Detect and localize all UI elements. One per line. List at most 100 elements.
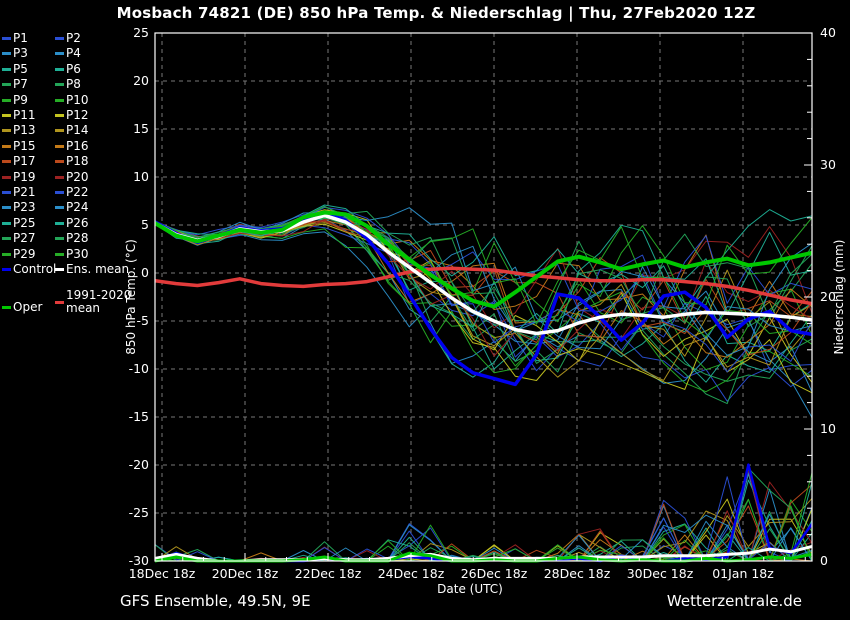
legend-label: P16 [66,138,89,153]
legend-line-swatch [55,83,64,87]
legend-label: P23 [13,200,36,215]
legend-label: P10 [66,92,89,107]
member-temp-line [155,219,812,357]
legend-label: P2 [66,31,81,45]
legend: P1 P2 P3 P4 P5 P6 P7 P8 P9 P10 P11 P12 P13 P14 P15 P16 P… [2,28,154,328]
y-left-tick-label: 25 [133,25,149,40]
legend-item-p19: P19 [2,169,36,184]
legend-label: P7 [13,77,28,92]
legend-line-swatch [2,306,11,309]
legend-item-1991-2020-mean: 1991-2020 mean [55,289,131,315]
y-left-tick-label: -5 [137,313,149,328]
legend-line-swatch [2,67,11,71]
legend-item-p16: P16 [55,138,89,153]
legend-label: P3 [13,46,28,61]
legend-line-swatch [2,237,11,241]
y-left-tick-label: 0 [141,265,149,280]
legend-item-oper: Oper [2,301,42,314]
legend-line-swatch [2,144,11,148]
legend-item-p13: P13 [2,124,36,137]
y-left-tick-label: 20 [133,73,149,88]
x-axis-title: Date (UTC) [437,582,503,596]
legend-label: P5 [13,61,28,76]
legend-item-p21: P21 [2,186,36,199]
legend-item-p8: P8 [55,78,81,91]
legend-label: P8 [66,77,81,92]
legend-line-swatch [2,252,11,256]
y-right-tick-label: 0 [820,553,828,568]
legend-line-swatch [55,300,64,304]
legend-label: P4 [66,46,81,61]
x-tick-label: 20Dec 18z [212,566,279,581]
legend-line-swatch [2,37,11,40]
legend-item-ens-mean: Ens. mean [55,263,129,276]
legend-item-p22: P22 [55,186,89,199]
y-right-tick-label: 10 [820,421,836,436]
legend-item-p4: P4 [55,47,81,60]
legend-line-swatch [55,191,64,194]
legend-item-p30: P30 [55,247,89,261]
oper-temp-line [155,210,812,309]
member-temp-line [155,206,812,373]
legend-item-p23: P23 [2,201,36,214]
legend-line-swatch [55,160,64,164]
legend-label: P11 [13,108,36,122]
legend-label: P27 [13,231,36,246]
model-caption: GFS Ensemble, 49.5N, 9E [120,592,311,610]
member-temp-line [155,217,812,357]
legend-label: P17 [13,154,36,169]
legend-label: P14 [66,123,89,138]
y-left-tick-label: -10 [129,361,149,376]
legend-label: P15 [13,138,36,153]
legend-item-p10: P10 [55,92,89,107]
legend-line-swatch [55,52,64,56]
member-temp-line [155,212,812,344]
x-tick-label: 26Dec 18z [461,566,528,581]
clim-mean-temp-line [155,266,812,306]
legend-line-swatch [2,114,11,117]
legend-item-p9: P9 [2,92,28,107]
legend-label: P22 [66,185,89,199]
legend-line-swatch [55,144,64,148]
legend-label: P21 [13,185,36,199]
y-right-tick-label: 20 [820,289,836,304]
legend-item-p18: P18 [55,155,89,168]
legend-item-p20: P20 [55,169,89,184]
x-tick-label: 30Dec 18z [627,566,694,581]
legend-item-p25: P25 [2,216,36,230]
member-precip-line [155,468,812,562]
legend-item-p1: P1 [2,32,28,45]
legend-label: P26 [66,215,89,230]
legend-label: P9 [13,92,28,107]
y-left-tick-label: -25 [129,505,149,520]
y-right-tick-label: 30 [820,157,836,172]
x-tick-label: 01Jan 18z [712,566,774,581]
legend-label: P20 [66,169,89,184]
legend-item-p12: P12 [55,109,89,122]
legend-label: P28 [66,231,89,246]
member-temp-line [155,222,812,393]
legend-line-swatch [55,206,64,210]
legend-label: P6 [66,61,81,76]
legend-line-swatch [55,129,64,133]
legend-line-swatch [2,206,11,210]
x-tick-label: 24Dec 18z [378,566,445,581]
legend-item-p5: P5 [2,61,28,76]
legend-line-swatch [55,237,64,241]
legend-line-swatch [2,221,11,225]
legend-item-p14: P14 [55,124,89,137]
member-temp-line [155,222,812,393]
legend-line-swatch [55,221,64,225]
legend-line-swatch [2,175,11,179]
member-temp-line [155,223,812,383]
legend-line-swatch [55,37,64,40]
legend-line-swatch [55,67,64,71]
legend-label: P19 [13,169,36,184]
legend-line-swatch [55,252,64,256]
legend-line-swatch [2,268,11,271]
legend-label: P18 [66,154,89,169]
legend-line-swatch [2,52,11,56]
legend-label: 1991-2020 mean [66,288,132,315]
